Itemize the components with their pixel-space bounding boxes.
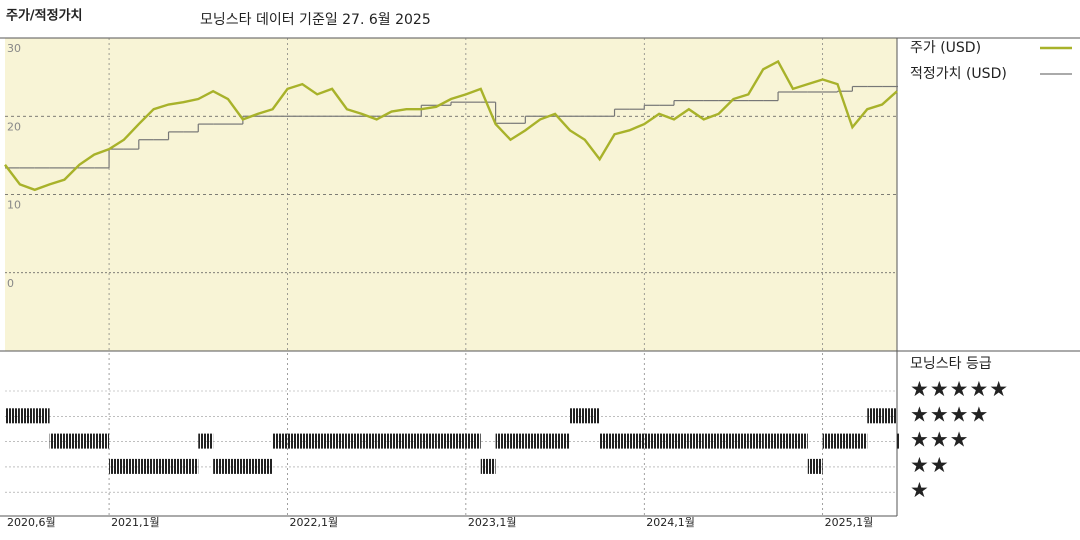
x-tick-label: 2023,1월 <box>468 516 517 529</box>
rating-bar <box>5 408 20 424</box>
rating-bar <box>852 433 868 449</box>
y-tick-label: 0 <box>7 277 14 290</box>
rating-bar <box>763 433 779 449</box>
rating-bar <box>257 458 273 474</box>
rating-bar <box>644 433 660 449</box>
rating-bar <box>480 458 496 474</box>
rating-bar <box>882 408 897 424</box>
rating-bar <box>406 433 422 449</box>
rating-bar <box>168 458 184 474</box>
rating-bar <box>361 433 377 449</box>
y-tick-label: 20 <box>7 120 21 133</box>
legend-label: 적정가치 (USD) <box>910 66 1007 82</box>
x-tick-label: 2021,1월 <box>111 516 160 529</box>
rating-bar <box>79 433 95 449</box>
rating-bar <box>49 433 65 449</box>
rating-bar <box>198 433 214 449</box>
rating-bar <box>272 433 288 449</box>
rating-bar <box>465 433 481 449</box>
rating-label: ★★★★★ <box>910 377 1009 401</box>
rating-bar <box>421 433 437 449</box>
rating-bar <box>346 433 362 449</box>
rating-bar <box>718 433 734 449</box>
x-tick-label: 2025,1월 <box>825 516 874 529</box>
rating-bar <box>510 433 526 449</box>
rating-title: 모닝스타 등급 <box>910 356 992 372</box>
rating-bar <box>19 408 35 424</box>
rating-bar <box>837 433 853 449</box>
subtitle: 모닝스타 데이터 기준일 27. 6월 2025 <box>200 12 431 28</box>
rating-bar <box>540 433 556 449</box>
rating-bar <box>599 433 615 449</box>
rating-label: ★★ <box>910 453 950 477</box>
y-tick-label: 30 <box>7 42 21 55</box>
rating-bar <box>153 458 169 474</box>
rating-bar <box>569 408 585 424</box>
price-line <box>4 59 898 192</box>
rating-label: ★★★ <box>910 428 969 452</box>
rating-bar <box>317 433 333 449</box>
rating-bar <box>792 433 808 449</box>
rating-bar <box>332 433 347 449</box>
rating-bar <box>391 433 407 449</box>
rating-bar <box>436 433 451 449</box>
x-tick-label: 2020,6월 <box>7 516 56 529</box>
rating-bar <box>733 433 749 449</box>
rating-bar <box>123 458 139 474</box>
rating-bar <box>822 433 838 449</box>
rating-bar <box>495 433 511 449</box>
rating-bar <box>674 433 689 449</box>
rating-bar <box>138 458 154 474</box>
chart-title: 주가/적정가치 <box>6 8 83 24</box>
rating-bar <box>659 433 674 449</box>
rating-bar <box>376 433 392 449</box>
rating-bar <box>287 433 303 449</box>
rating-bar <box>525 433 541 449</box>
x-tick-label: 2022,1월 <box>289 516 338 529</box>
rating-bar <box>555 433 570 449</box>
rating-bar <box>451 433 466 449</box>
rating-bar <box>867 408 883 424</box>
rating-bar <box>897 433 899 449</box>
rating-bar <box>584 408 600 424</box>
rating-bar <box>34 408 50 424</box>
rating-bar <box>703 433 719 449</box>
rating-bar <box>778 433 793 449</box>
rating-bar <box>213 458 228 474</box>
x-tick-label: 2024,1월 <box>646 516 695 529</box>
rating-bar <box>302 433 318 449</box>
rating-bar <box>94 433 110 449</box>
rating-bar <box>183 458 199 474</box>
rating-bar <box>748 433 764 449</box>
rating-label: ★★★★ <box>910 402 989 426</box>
rating-bar <box>629 433 645 449</box>
rating-bar <box>109 458 124 474</box>
rating-bar <box>688 433 704 449</box>
rating-label: ★ <box>910 478 930 502</box>
rating-bar <box>614 433 630 449</box>
rating-bar <box>228 458 243 474</box>
rating-bar <box>64 433 80 449</box>
legend-label: 주가 (USD) <box>910 40 981 56</box>
y-tick-label: 10 <box>7 199 21 212</box>
rating-bar <box>242 458 258 474</box>
rating-bar <box>807 458 823 474</box>
